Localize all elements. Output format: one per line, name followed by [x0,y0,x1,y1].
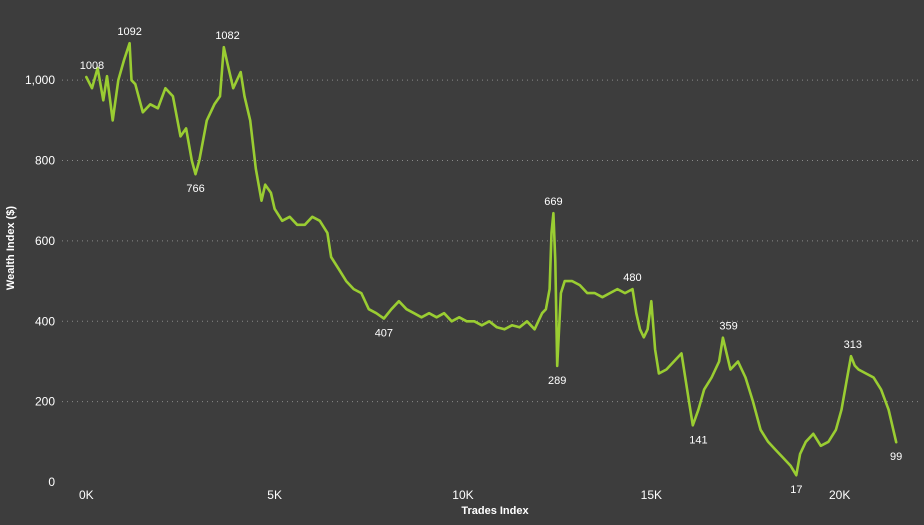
grid-lines [62,79,920,403]
y-tick-label: 200 [35,395,55,409]
y-axis-title: Wealth Index ($) [5,206,17,290]
data-label: 480 [623,272,641,284]
data-label: 289 [548,375,566,387]
data-label: 1082 [215,30,239,42]
data-label: 407 [375,327,393,339]
data-labels: 1008 1092 766 1082 407 669 289 480 141 359 17 313 99 [80,26,903,496]
data-label: 1008 [80,60,104,72]
data-label: 313 [844,339,862,351]
x-tick-label: 20K [829,488,850,502]
y-tick-label: 800 [35,154,55,168]
data-label: 99 [890,451,902,463]
data-label: 359 [719,321,737,333]
data-label: 669 [544,196,562,208]
data-label: 141 [689,434,707,446]
data-label: 766 [186,183,204,195]
y-tick-label: 600 [35,234,55,248]
x-tick-label: 0K [79,488,94,502]
series-layer [85,41,898,477]
data-label: 1092 [117,26,141,38]
y-axis-ticks: 0 200 400 600 800 1,000 [25,73,55,489]
x-axis-ticks: 0K 5K 10K 15K 20K [79,488,850,502]
y-tick-label: 1,000 [25,73,55,87]
data-label: 17 [790,484,802,496]
x-tick-label: 15K [641,488,662,502]
y-tick-label: 400 [35,314,55,328]
x-tick-label: 5K [267,488,282,502]
series-line [85,41,898,477]
x-axis-title: Trades Index [461,505,529,517]
x-tick-label: 10K [452,488,473,502]
y-tick-label: 0 [48,475,55,489]
